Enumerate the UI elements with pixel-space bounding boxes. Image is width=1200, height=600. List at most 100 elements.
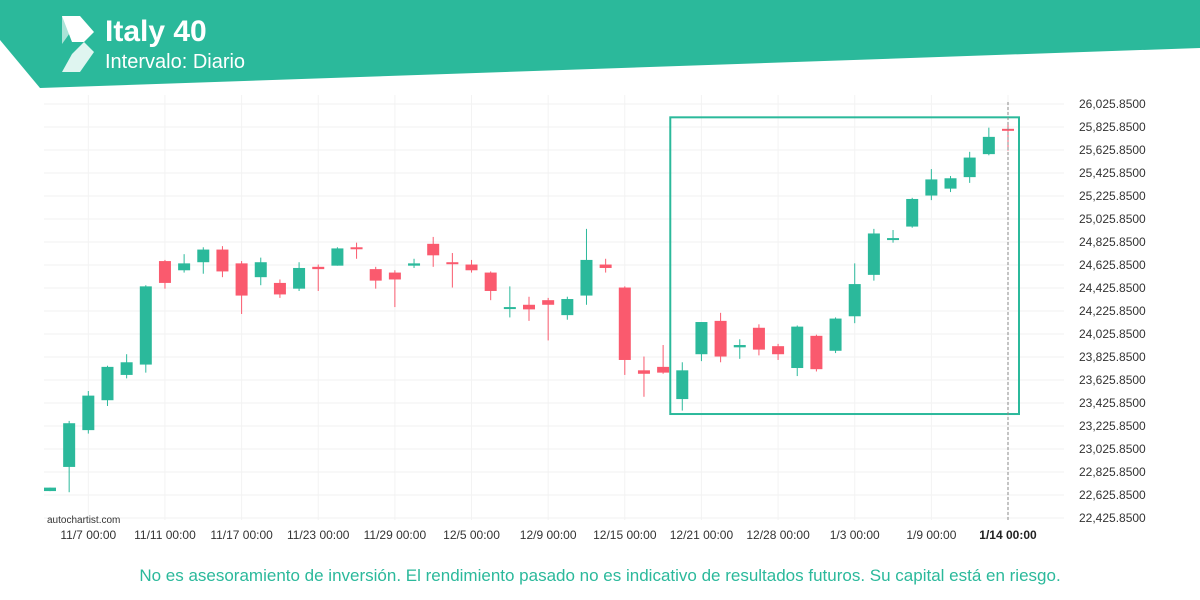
y-tick-label: 24,425.8500 <box>1079 281 1146 295</box>
candle-body <box>963 157 976 178</box>
candle-body <box>733 345 746 348</box>
candle-down <box>446 253 459 288</box>
candle-body <box>944 178 957 189</box>
candle-up <box>982 127 995 156</box>
candle-body <box>810 335 823 370</box>
x-tick-label: 12/21 00:00 <box>670 528 734 542</box>
y-tick-label: 24,025.8500 <box>1079 327 1146 341</box>
candle-body <box>254 262 267 278</box>
candle-body <box>446 262 459 265</box>
y-tick-label: 23,625.8500 <box>1079 373 1146 387</box>
candle-body <box>503 307 516 310</box>
candle-up <box>887 230 900 243</box>
candle-body <box>542 300 555 305</box>
y-tick-label: 25,625.8500 <box>1079 143 1146 157</box>
candle-body <box>216 249 229 272</box>
candle-body <box>925 179 938 196</box>
y-tick-label: 25,025.8500 <box>1079 212 1146 226</box>
x-tick-label: 11/11 00:00 <box>134 528 196 542</box>
candle-up <box>101 365 114 406</box>
candle-up <box>408 258 421 268</box>
x-tick-label: 11/29 00:00 <box>364 528 427 542</box>
candle-body <box>848 284 861 317</box>
x-tick-label: 12/5 00:00 <box>443 528 500 542</box>
candle-down <box>542 297 555 341</box>
candle-down <box>657 345 670 374</box>
candle-up <box>925 169 938 201</box>
candle-body <box>676 370 689 400</box>
candle-down <box>350 242 363 259</box>
candle-down <box>273 279 286 298</box>
candle-body <box>714 320 727 357</box>
header-banner: Italy 40 Intervalo: Diario <box>0 0 1200 90</box>
candle-up <box>580 228 593 305</box>
candle-down <box>369 266 382 289</box>
candle-down <box>312 264 325 291</box>
brand-logo-icon <box>62 16 94 72</box>
candle-down <box>714 312 727 363</box>
candle-up <box>561 296 574 320</box>
candle-body <box>235 263 248 296</box>
candle-body <box>101 366 114 401</box>
y-tick-label: 23,225.8500 <box>1079 419 1146 433</box>
disclaimer-text: No es asesoramiento de inversión. El ren… <box>139 566 1061 585</box>
header-background <box>0 0 1200 88</box>
candle-body <box>465 264 478 271</box>
candle-body <box>158 261 171 283</box>
candle-up <box>963 151 976 183</box>
candle-up <box>63 420 76 493</box>
y-tick-label: 23,025.8500 <box>1079 442 1146 456</box>
candle-body <box>637 370 650 374</box>
candle-body <box>408 263 421 266</box>
candle-body <box>427 243 440 256</box>
candle-up <box>120 354 133 379</box>
candle-body <box>178 263 191 271</box>
candle-body <box>829 318 842 351</box>
y-tick-label: 26,025.8500 <box>1079 97 1146 111</box>
candle-body <box>331 248 344 266</box>
x-tick-label: 1/9 00:00 <box>906 528 956 542</box>
candle-body <box>791 326 804 369</box>
page-title: Italy 40 <box>105 15 207 48</box>
candle-body <box>523 304 535 310</box>
candle-down <box>637 356 650 397</box>
y-tick-label: 25,425.8500 <box>1079 166 1146 180</box>
candle-body <box>906 198 919 227</box>
candle-down <box>427 236 440 267</box>
candle-down <box>484 271 497 301</box>
candle-up <box>944 175 957 193</box>
candle-up <box>695 322 708 362</box>
candle-down <box>523 296 535 321</box>
candle-down <box>388 270 401 308</box>
candle-up <box>293 262 306 291</box>
candle-down <box>599 258 612 273</box>
candle-body <box>139 286 152 365</box>
x-tick-label: 11/23 00:00 <box>287 528 350 542</box>
y-tick-label: 25,225.8500 <box>1079 189 1146 203</box>
candle-up <box>44 487 56 492</box>
y-tick-label: 22,425.8500 <box>1079 511 1146 525</box>
x-tick-label: 1/3 00:00 <box>830 528 880 542</box>
candle-up <box>139 285 152 373</box>
candle-body <box>887 238 900 241</box>
candle-up <box>178 254 191 273</box>
candle-body <box>982 136 995 155</box>
y-tick-label: 25,825.8500 <box>1079 120 1146 134</box>
y-tick-label: 24,225.8500 <box>1079 304 1146 318</box>
candle-body <box>82 395 95 431</box>
candle-down <box>158 259 171 289</box>
candle-up <box>829 317 842 354</box>
candle-up <box>676 362 689 411</box>
candle-up <box>503 286 516 318</box>
x-tick-label: 11/17 00:00 <box>210 528 273 542</box>
candle-up <box>867 228 880 281</box>
y-tick-label: 24,625.8500 <box>1079 258 1146 272</box>
y-tick-label: 23,425.8500 <box>1079 396 1146 410</box>
candle-down <box>235 261 248 314</box>
x-tick-label: 11/7 00:00 <box>60 528 116 542</box>
candle-up <box>82 391 95 434</box>
candle-down <box>216 246 229 278</box>
candle-body <box>312 266 325 270</box>
candle-body <box>772 346 785 355</box>
